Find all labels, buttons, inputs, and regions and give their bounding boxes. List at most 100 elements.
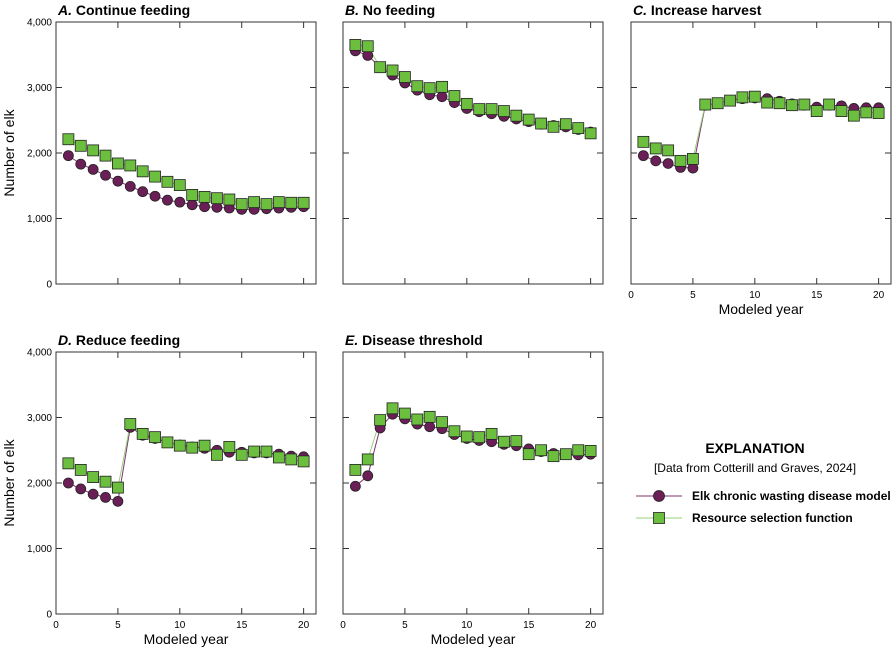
data-point-rsf — [62, 457, 75, 470]
panel-c: C. Increase harvest 0 5 10 15 20 Modeled year — [628, 2, 892, 317]
explanation-source: [Data from Cotterill and Graves, 2024] — [653, 461, 857, 475]
data-point-rsf — [272, 451, 285, 464]
y-tick-label: 4,000 — [27, 348, 52, 359]
legend-circle-marker-icon — [636, 490, 682, 502]
data-point-rsf — [87, 471, 100, 484]
data-point-ecwd — [174, 196, 186, 208]
data-point-rsf — [510, 435, 523, 447]
data-point-rsf — [535, 117, 547, 130]
data-point-rsf — [711, 97, 724, 110]
data-point-ecwd — [650, 155, 662, 167]
data-point-rsf — [361, 453, 374, 466]
data-point-rsf — [649, 142, 662, 155]
data-point-rsf — [399, 407, 411, 420]
data-point-rsf — [423, 410, 436, 423]
x-tick-label: 10 — [749, 290, 761, 301]
x-tick-label: 20 — [873, 290, 885, 301]
data-point-rsf — [559, 118, 572, 131]
data-point-rsf — [473, 103, 486, 116]
data-point-rsf — [149, 431, 161, 444]
x-tick-label: 10 — [174, 620, 186, 631]
x-tick-label: 0 — [53, 620, 59, 631]
x-tick-label: 15 — [236, 620, 248, 631]
data-point-ecwd — [424, 421, 436, 433]
panel-letter: A. — [57, 2, 72, 18]
data-point-rsf — [411, 413, 424, 426]
data-point-rsf — [810, 105, 823, 117]
data-point-rsf — [198, 439, 211, 452]
data-point-ecwd — [112, 495, 124, 507]
data-point-rsf — [510, 109, 523, 122]
data-point-rsf — [572, 122, 585, 135]
data-point-rsf — [761, 96, 774, 109]
y-tick-label: 3,000 — [27, 83, 52, 94]
series-line-ecwd — [355, 50, 591, 133]
data-point-ecwd — [662, 158, 674, 169]
data-point-rsf — [860, 106, 873, 119]
data-point-rsf — [124, 159, 137, 172]
data-point-rsf — [386, 402, 399, 415]
data-point-rsf — [99, 149, 112, 162]
series-line-ecwd — [68, 426, 304, 502]
x-axis-label: Modeled year — [431, 631, 516, 647]
data-point-rsf — [835, 105, 848, 117]
data-point-ecwd — [149, 190, 161, 202]
panel-letter: B. — [345, 2, 359, 18]
panel-d: D. Reduce feeding 0 1,000 2,000 3,000 4,000 0 5… — [1, 332, 317, 647]
data-point-rsf — [411, 80, 424, 93]
data-point-ecwd — [637, 150, 649, 162]
x-tick-label: 15 — [811, 290, 823, 301]
data-point-rsf — [436, 416, 448, 428]
y-tick-label: 2,000 — [27, 149, 52, 160]
data-point-rsf — [260, 198, 273, 210]
data-point-ecwd — [112, 175, 124, 187]
data-point-rsf — [285, 453, 298, 466]
y-tick-label: 0 — [46, 610, 52, 621]
x-tick-label: 5 — [402, 620, 408, 631]
data-point-rsf — [260, 445, 273, 458]
panel-b: B. No feeding — [342, 2, 604, 285]
data-point-rsf — [736, 91, 749, 104]
y-tick-label: 3,000 — [27, 413, 52, 424]
series-line-rsf — [355, 44, 591, 134]
panel-title-text: Continue feeding — [72, 2, 190, 18]
x-axis-label: Modeled year — [719, 301, 804, 317]
data-point-rsf — [748, 90, 761, 103]
legend-label-ecwd: Elk chronic wasting disease model — [692, 489, 891, 503]
data-point-rsf — [74, 139, 87, 152]
panel-letter: D. — [58, 332, 72, 348]
y-axis-label: Number of elk — [1, 108, 17, 196]
data-point-ecwd — [75, 483, 87, 495]
data-point-rsf — [584, 445, 597, 457]
data-point-ecwd — [362, 470, 374, 482]
data-point-rsf — [522, 113, 535, 126]
data-point-ecwd — [349, 480, 361, 492]
data-point-rsf — [687, 152, 699, 165]
panel-title: B. No feeding — [345, 2, 435, 18]
x-tick-label: 10 — [461, 620, 473, 631]
data-point-rsf — [198, 190, 211, 203]
data-point-rsf — [637, 135, 650, 148]
data-point-ecwd — [186, 199, 198, 211]
data-point-rsf — [248, 196, 260, 209]
data-point-ecwd — [62, 477, 74, 489]
y-tick-label: 4,000 — [27, 18, 52, 29]
data-point-rsf — [223, 193, 236, 206]
data-point-rsf — [535, 444, 547, 457]
data-point-rsf — [847, 109, 860, 122]
x-tick-label: 20 — [298, 620, 310, 631]
y-tick-label: 0 — [46, 280, 52, 291]
data-point-rsf — [386, 64, 399, 77]
data-point-rsf — [699, 98, 712, 111]
panel-title: A. Continue feeding — [57, 2, 190, 18]
data-point-rsf — [724, 94, 736, 107]
data-point-rsf — [448, 90, 461, 102]
data-point-ecwd — [124, 181, 136, 192]
data-point-rsf — [235, 448, 248, 461]
y-tick-label: 1,000 — [27, 544, 52, 555]
data-point-rsf — [186, 189, 199, 201]
legend-item-ecwd: Elk chronic wasting disease model — [636, 486, 891, 506]
data-point-rsf — [547, 450, 560, 463]
data-point-rsf — [498, 435, 510, 448]
y-tick-label: 1,000 — [27, 214, 52, 225]
